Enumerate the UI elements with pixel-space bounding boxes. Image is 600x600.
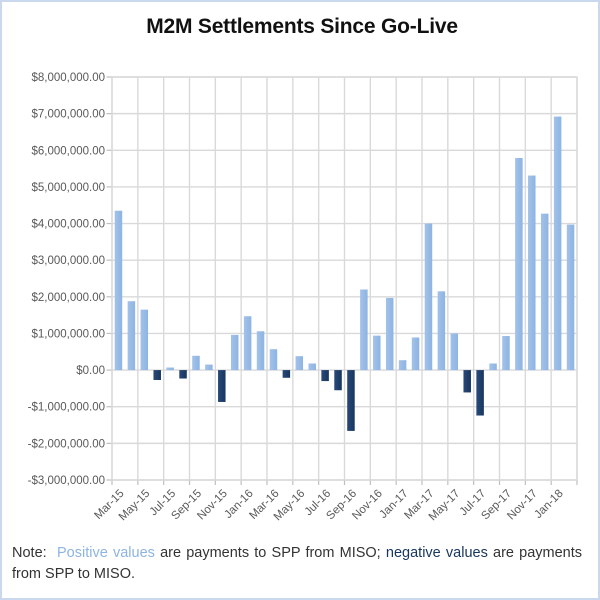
note-mid2: are payments from SPP to MISO. (12, 545, 583, 582)
bar-Apr-16 (282, 370, 291, 378)
bar-Apr-17 (437, 291, 446, 371)
bar-Oct-17 (515, 157, 523, 371)
note-mid1: are payments to SPP from MISO; (154, 545, 386, 561)
bar-Mar-17 (424, 223, 433, 371)
bar-Oct-16 (360, 289, 368, 371)
y-axis-label: $5,000,000.00 (31, 182, 105, 194)
m2m-settlements-bar-chart: $8,000,000.00 $7,000,000.00 $6,000,000.00 $… (28, 72, 578, 523)
note-prefix: Note: (12, 545, 58, 561)
bar-Feb-17 (411, 337, 420, 371)
bar-Mar-16 (269, 349, 278, 371)
note-negative-values: negative values (385, 545, 488, 561)
y-axis-label: -$2,000,000.00 (28, 438, 105, 450)
bar-Aug-15 (179, 370, 187, 379)
bar-Apr-15 (127, 301, 136, 371)
y-axis-label: $3,000,000.00 (31, 255, 105, 267)
bar-Mar-15 (114, 210, 123, 371)
bar-Sep-15 (192, 355, 200, 371)
bar-Jun-15 (153, 370, 161, 380)
bar-Jun-17 (463, 370, 471, 393)
bar-Nov-15 (218, 370, 226, 402)
y-axis-label: $0.00 (76, 365, 105, 377)
bar-Sep-17 (502, 336, 510, 371)
y-axis-label: -$3,000,000.00 (28, 475, 105, 487)
bar-Dec-17 (540, 213, 549, 371)
y-axis-label: -$1,000,000.00 (28, 402, 105, 414)
bar-Dec-16 (385, 297, 394, 371)
bar-May-15 (140, 309, 149, 371)
y-axis-label: $8,000,000.00 (31, 72, 105, 84)
bar-May-16 (295, 356, 304, 371)
bar-Jan-18 (553, 116, 562, 371)
bar-Aug-16 (334, 370, 342, 391)
bar-Feb-18 (566, 224, 575, 371)
bar-Jun-16 (308, 363, 316, 371)
bar-Jan-17 (398, 360, 407, 371)
bar-Jul-15 (166, 367, 174, 371)
y-axis-label: $1,000,000.00 (31, 328, 105, 340)
y-axis-label: $2,000,000.00 (31, 292, 105, 304)
note: Note: Positive values are payments to SP… (12, 543, 582, 585)
y-axis-label: $6,000,000.00 (31, 145, 105, 157)
y-axis-label: $4,000,000.00 (31, 219, 105, 231)
x-axis-label: Jan-18 (532, 488, 565, 521)
bar-Nov-16 (373, 335, 381, 371)
bar-Feb-16 (256, 331, 265, 371)
bar-Jul-16 (321, 370, 329, 382)
plot-border (111, 76, 578, 481)
bar-Jul-17 (476, 370, 484, 416)
bar-Sep-16 (347, 370, 355, 431)
note-positive-values: Positive values (57, 545, 155, 561)
y-axis-label: $7,000,000.00 (31, 109, 105, 121)
bar-May-17 (450, 333, 459, 371)
bar-Dec-15 (230, 334, 239, 371)
bar-Aug-17 (489, 363, 497, 371)
bar-Nov-17 (528, 175, 536, 371)
bar-Oct-15 (205, 364, 213, 371)
chart-title: M2M Settlements Since Go-Live (146, 15, 458, 38)
bar-Jan-16 (243, 316, 252, 371)
